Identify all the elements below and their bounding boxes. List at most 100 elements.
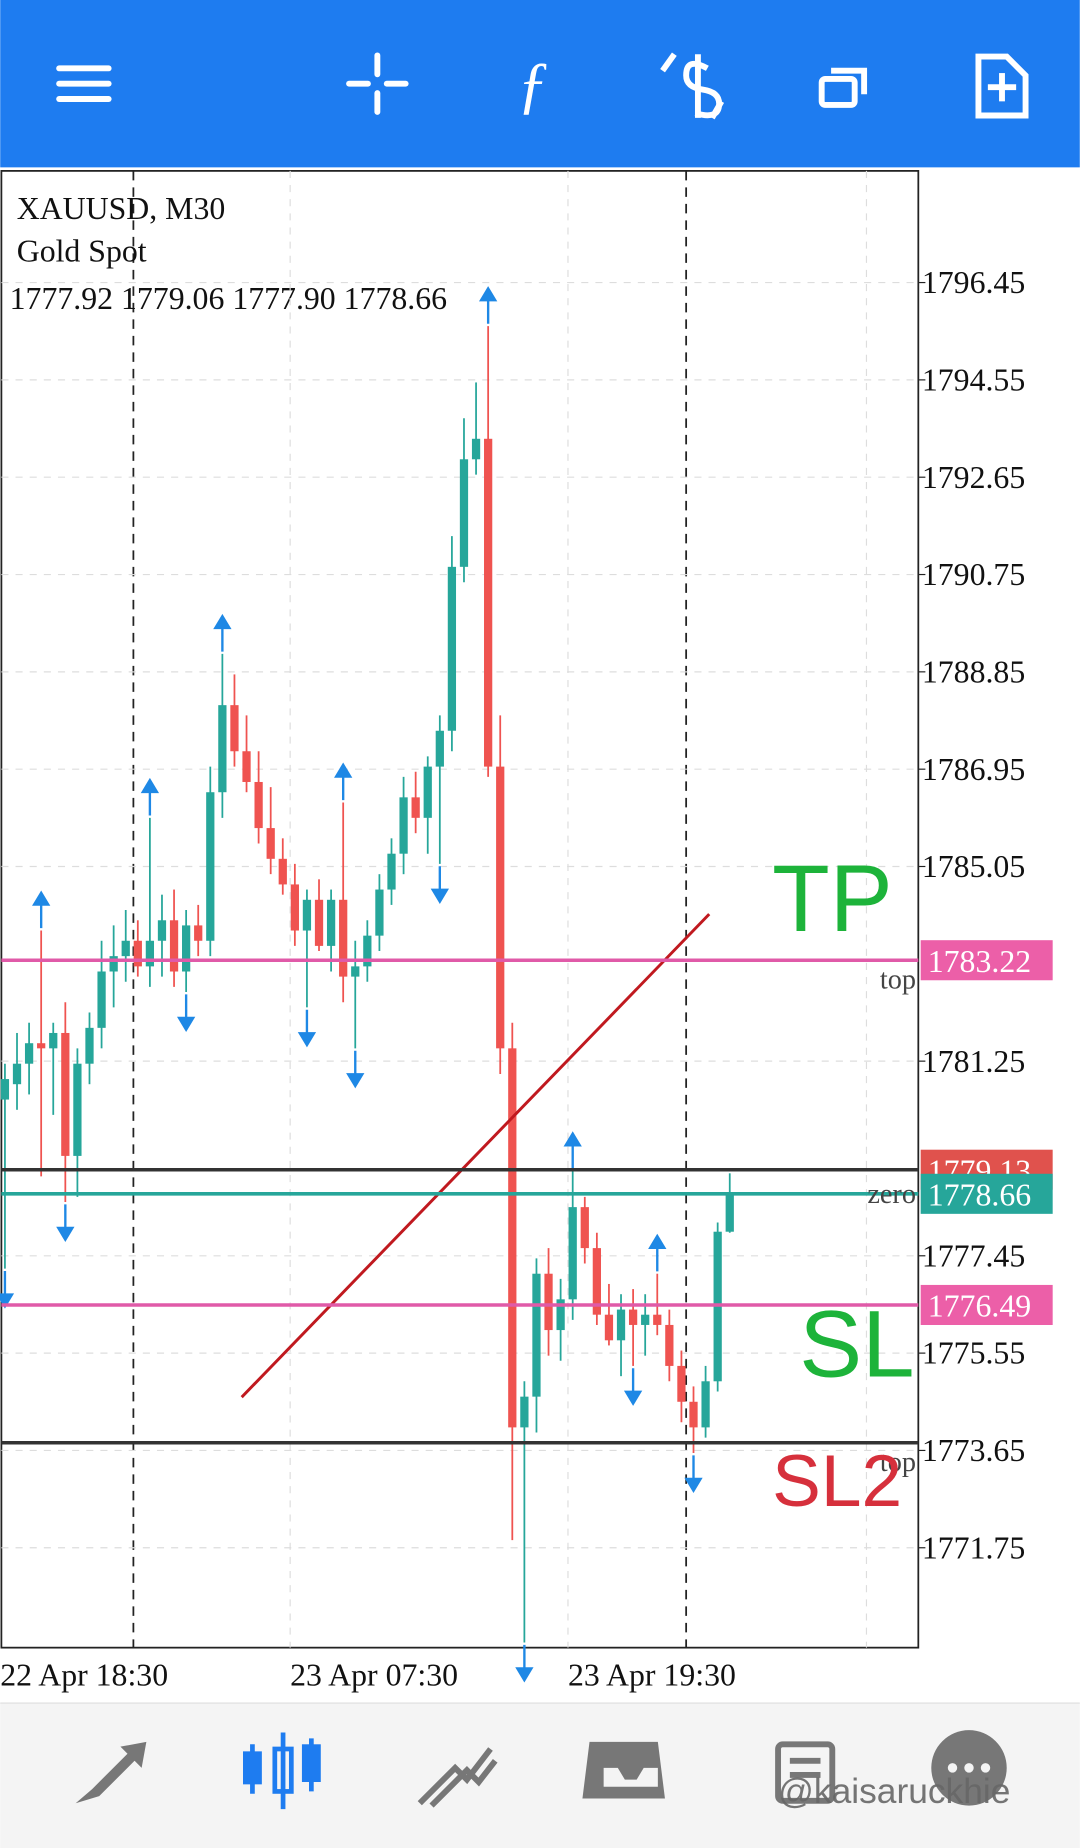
windows-button[interactable] [818,67,868,108]
y-tick-label: 1777.45 [922,1238,1025,1273]
candle-body [447,566,457,731]
fractal-arrow [0,1270,15,1309]
trade-tab[interactable] [417,1747,498,1808]
y-tick-label: 1773.65 [922,1433,1025,1468]
candle-body [326,899,336,946]
candle-body [278,858,287,885]
x-tick-label: 23 Apr 19:30 [568,1657,736,1692]
candle-body [194,925,203,941]
candle-body [496,766,505,1049]
candle-body [592,1248,601,1315]
candle-body [121,940,130,957]
candle-body [73,1063,82,1156]
x-tick-label: 22 Apr 18:30 [0,1657,168,1692]
fractal-arrow [346,1050,365,1089]
history-tab[interactable] [582,1741,665,1799]
level-note: zero [867,1179,916,1210]
y-tick-label: 1781.25 [922,1044,1025,1079]
candle-body [484,438,493,767]
level-note: top [880,965,916,996]
candle-body [411,797,420,818]
candle-body [37,1043,46,1049]
candle-body [339,899,348,977]
menu-button[interactable] [56,65,112,102]
chart-subtitle: Gold Spot [17,234,147,269]
chart: XAUUSD, M30 Gold Spot 1777.92 1779.06 17… [0,170,1053,1692]
ohlc-value: 1777.92 [10,281,113,316]
candle-body [242,751,251,782]
plot-area [0,170,920,1649]
candle-body [61,1032,70,1156]
candle-body [423,766,432,818]
candle-body [254,781,263,829]
level-note: top [880,1447,916,1478]
quotes-tab[interactable] [75,1741,147,1804]
candle-body [49,1032,58,1049]
y-tick-label: 1775.55 [922,1336,1025,1371]
fractal-arrow [56,1204,75,1243]
ohlc-value: 1778.66 [344,281,447,316]
candle-body [97,971,106,1028]
y-tick-label: 1788.85 [922,654,1025,689]
candle-body [133,940,142,967]
candle-body [628,1309,638,1325]
candle-body [24,1043,34,1064]
fractal-arrow [176,994,196,1032]
candle-body [532,1273,541,1397]
candle-body [218,705,227,793]
chart-tab[interactable] [243,1732,321,1810]
ohlc-value: 1779.06 [121,281,224,316]
fractal-arrow [478,286,498,324]
candle-body [0,1079,10,1100]
toolbar [0,0,1080,168]
annotation: TP [772,846,892,951]
candle-body [520,1396,529,1428]
candle-body [182,925,191,972]
candle-body [375,889,384,936]
candle-body [616,1309,626,1341]
candle-body [544,1273,553,1331]
candle-body [677,1365,686,1402]
candle-body [641,1314,650,1325]
candle-body [435,730,444,767]
price-badge-label: 1776.49 [928,1289,1031,1324]
fractal-arrow [140,777,160,816]
candle-body [230,705,239,752]
candle-body [508,1048,517,1428]
y-tick-label: 1771.75 [922,1530,1025,1565]
annotation: SL2 [772,1441,902,1522]
candle-body [12,1063,22,1085]
y-tick-label: 1790.75 [922,557,1025,592]
news-tab[interactable] [775,1741,836,1804]
price-badge [920,940,1053,981]
indicators-button[interactable]: ƒ [517,49,549,120]
ohlc-value: 1777.90 [232,281,335,316]
candle-body [387,853,396,890]
y-tick-label: 1794.55 [922,362,1025,397]
y-tick-label: 1785.05 [922,849,1025,884]
trade-button[interactable] [660,52,725,120]
crosshair-button[interactable] [346,52,409,115]
y-tick-label: 1792.65 [922,460,1025,495]
fractal-arrow [515,1644,534,1683]
chat-tab[interactable] [931,1730,1007,1806]
candle-body [556,1299,565,1331]
fractal-arrow [430,866,449,904]
watermark: @kaisaruckhie [778,1772,1010,1811]
candle-body [471,438,481,460]
price-badge-label: 1778.66 [928,1178,1031,1213]
candle-body [85,1027,94,1064]
candle-body [689,1401,698,1428]
fractal-arrow [297,1009,317,1048]
candle-body [266,828,275,859]
candle-body [290,884,299,931]
trendline [240,913,711,1399]
fractal-arrow [684,1455,703,1494]
fractal-arrow [623,1368,643,1406]
fractal-arrow [334,762,353,801]
candle-body [653,1314,662,1325]
new-order-button[interactable] [975,53,1029,119]
ohlc-line: 1777.92 1779.06 1777.90 1778.66 [10,281,447,316]
